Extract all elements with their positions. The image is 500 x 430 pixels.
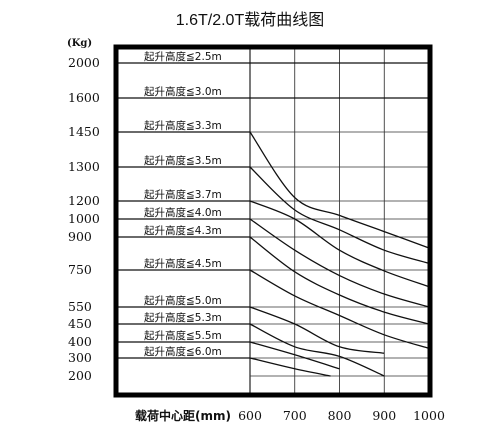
load-curve-3 <box>118 131 430 249</box>
load-curve-4 <box>118 166 430 265</box>
x-tick-1000: 1000 <box>413 408 445 423</box>
x-axis-label: 载荷中心距(mm) <box>135 408 231 423</box>
height-label-10: 起升高度≦5.3m <box>144 311 222 324</box>
height-label-4: 起升高度≦3.5m <box>144 154 222 167</box>
height-label-5: 起升高度≦3.7m <box>144 188 222 201</box>
y-tick-900: 900 <box>68 229 92 244</box>
grid <box>249 49 429 393</box>
y-tick-750: 750 <box>68 262 92 277</box>
load-curve-6 <box>118 218 430 308</box>
y-tick-550: 550 <box>68 299 92 314</box>
height-label-6: 起升高度≦4.0m <box>144 206 222 219</box>
load-curve-11 <box>118 341 340 370</box>
load-curve-10 <box>118 323 385 377</box>
height-label-2: 起升高度≦3.0m <box>144 85 222 98</box>
height-label-3: 起升高度≦3.3m <box>144 119 222 132</box>
load-curve-12 <box>118 357 331 377</box>
load-curve-7 <box>118 236 430 325</box>
y-axis-unit: (Kg) <box>67 38 92 49</box>
x-tick-800: 800 <box>328 408 352 423</box>
x-tick-900: 900 <box>372 408 396 423</box>
y-tick-400: 400 <box>68 334 92 349</box>
plot-frame <box>113 44 433 398</box>
load-curve-5 <box>118 200 430 288</box>
height-label-8: 起升高度≦4.5m <box>144 257 222 270</box>
y-tick-1300: 1300 <box>68 159 100 174</box>
chart-title: 1.6T/2.0T载荷曲线图 <box>175 12 325 29</box>
y-tick-1600: 1600 <box>68 90 100 105</box>
height-label-7: 起升高度≦4.3m <box>144 224 222 237</box>
y-tick-200: 200 <box>68 368 92 383</box>
y-tick-450: 450 <box>68 316 92 331</box>
height-label-11: 起升高度≦5.5m <box>144 329 222 342</box>
x-tick-600: 600 <box>238 408 262 423</box>
height-label-12: 起升高度≦6.0m <box>144 345 222 358</box>
load-curves <box>118 62 430 377</box>
y-axis-ticks: 2000 1600 1450 1300 1200 1000 900 750 550 450 4003… <box>68 55 100 383</box>
y-tick-1450: 1450 <box>68 124 100 139</box>
load-curve-9 <box>118 306 385 354</box>
x-tick-700: 700 <box>283 408 307 423</box>
height-label-9: 起升高度≦5.0m <box>144 294 222 307</box>
height-label-1: 起升高度≦2.5m <box>144 50 222 63</box>
y-tick-1200: 1200 <box>68 193 100 208</box>
x-axis-ticks: 600 700 800 900 1000 <box>238 408 445 423</box>
y-tick-1000: 1000 <box>68 211 100 226</box>
y-tick-2000: 2000 <box>68 55 100 70</box>
load-curve-8 <box>118 269 430 350</box>
y-tick-300: 300 <box>68 350 92 365</box>
height-labels: 起升高度≦2.5m 起升高度≦3.0m 起升高度≦3.3m 起升高度≦3.5m 起升高度… <box>144 50 222 358</box>
